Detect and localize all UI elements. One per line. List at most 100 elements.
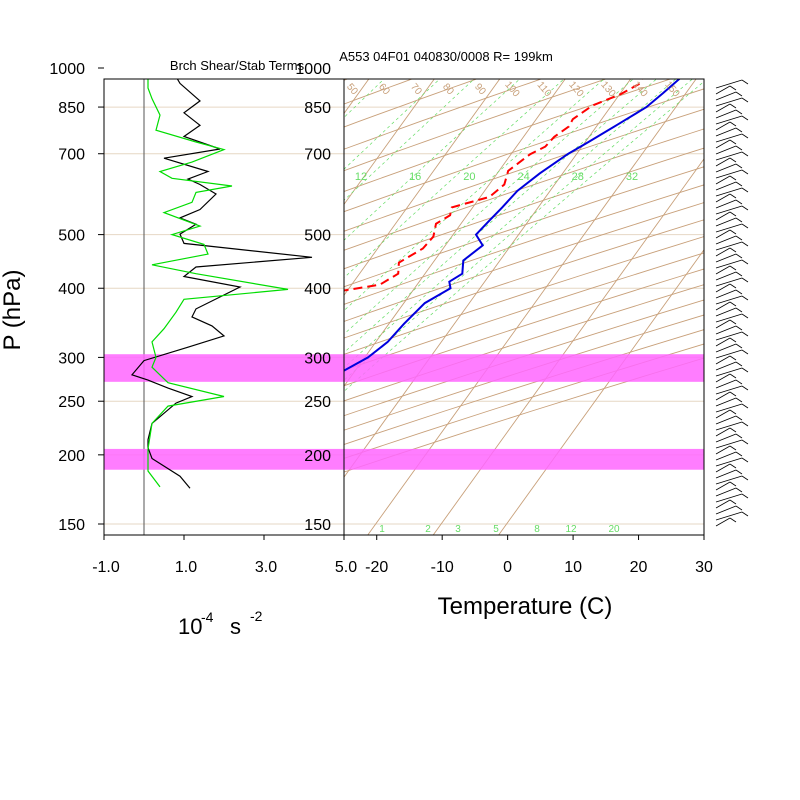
wind-barb xyxy=(715,301,731,311)
series-dewpoint-line xyxy=(344,79,644,292)
dry-adiabat-line xyxy=(344,343,704,459)
isotherm-line xyxy=(344,79,501,297)
left-y-tick-label: 500 xyxy=(58,228,85,245)
mixing-ratio-top-label: 16 xyxy=(409,171,421,183)
left-y-tick-label: 300 xyxy=(58,350,85,367)
wind-barb-flag xyxy=(741,205,749,211)
left-y-tick-label: 200 xyxy=(58,448,85,465)
isotherm-line xyxy=(344,79,566,387)
wind-barb xyxy=(715,319,731,329)
wind-barb-flag xyxy=(729,517,737,523)
wind-barb-flag xyxy=(735,199,743,205)
skewt-background-lines xyxy=(0,45,704,578)
wind-barb xyxy=(715,133,743,143)
mixing-ratio-bottom-label: 1 xyxy=(379,524,385,535)
wind-barb-flag xyxy=(735,109,743,115)
dry-adiabat-line xyxy=(344,79,414,105)
wind-barb xyxy=(715,223,743,233)
wind-barb xyxy=(715,295,743,305)
wind-barb-flag xyxy=(741,97,749,103)
wind-barb xyxy=(715,181,737,191)
right-highlight-bands xyxy=(344,354,704,470)
wind-barb-flag xyxy=(741,475,749,481)
wind-barb xyxy=(715,493,743,503)
y-axis-label: P (hPa) xyxy=(0,270,26,351)
wind-barb-flag xyxy=(729,265,737,271)
wind-barb xyxy=(715,433,737,443)
wind-barb xyxy=(715,307,737,317)
wind-barb xyxy=(715,451,737,461)
wind-barb-flag xyxy=(735,217,743,223)
wind-barb xyxy=(715,421,743,431)
wind-barb-flag xyxy=(735,343,743,349)
left-panel-title: Brch Shear/Stab Terms xyxy=(170,58,305,73)
left-x-tick-label: -1.0 xyxy=(92,559,120,576)
isotherm-line xyxy=(432,158,704,535)
wind-barb xyxy=(715,175,731,185)
mixing-ratio-top-label: 28 xyxy=(572,171,584,183)
wind-barb-flag xyxy=(735,361,743,367)
wind-barb xyxy=(715,385,743,395)
wind-barb xyxy=(715,115,743,125)
wind-barb xyxy=(715,409,731,419)
wind-barb-flag xyxy=(741,403,749,409)
wind-barb xyxy=(715,289,737,299)
wind-barb xyxy=(715,145,737,155)
mixing-ratio-line xyxy=(344,79,385,118)
wind-barb-flag xyxy=(741,151,749,157)
wind-barb xyxy=(715,325,737,335)
wind-barb xyxy=(715,247,731,257)
right-y-tick-label: 250 xyxy=(304,394,331,411)
right-y-tick-label: 300 xyxy=(304,350,331,367)
wind-barb xyxy=(715,469,737,479)
mixing-ratio-top-label: 32 xyxy=(626,171,638,183)
wind-barb-flag xyxy=(729,409,737,415)
wind-barb-flag xyxy=(741,133,749,139)
wind-barb xyxy=(715,241,743,251)
left-x-tick-labels: -1.0 1.0 3.0 5.0 xyxy=(92,535,357,576)
wind-barb-flag xyxy=(741,169,749,175)
wind-barb xyxy=(715,361,737,371)
wind-barb xyxy=(715,367,743,377)
chart-title: A553 04F01 040830/0008 R= 199km xyxy=(339,49,553,64)
wind-barb xyxy=(715,505,737,515)
wind-barb-flag xyxy=(741,313,749,319)
wind-barb-flag xyxy=(741,187,749,193)
wind-barb xyxy=(715,85,731,95)
right-panel-frame xyxy=(343,78,705,536)
wind-barb xyxy=(715,349,743,359)
wind-barb xyxy=(715,199,737,209)
dry-adiabat-line xyxy=(344,79,608,172)
wind-barb-flag xyxy=(729,229,737,235)
isotherm-line xyxy=(0,45,328,578)
dry-adiabat-label: 140 xyxy=(630,79,649,99)
dry-adiabat-line xyxy=(344,236,704,355)
wind-barb xyxy=(715,163,737,173)
mixing-ratio-line xyxy=(344,79,634,335)
wind-barb-flag xyxy=(741,259,749,265)
wind-barb-flag xyxy=(741,331,749,337)
wind-barb xyxy=(715,277,743,287)
mixing-ratio-bottom-label: 20 xyxy=(608,524,620,535)
wind-barb-flag xyxy=(735,505,743,511)
dry-adiabat-line xyxy=(344,79,543,150)
wind-barb-flag xyxy=(729,355,737,361)
wind-barb xyxy=(715,151,743,161)
wind-barb-flag xyxy=(735,163,743,169)
wind-barb-flag xyxy=(735,379,743,385)
dry-adiabat-line xyxy=(344,184,704,305)
wind-barb-flag xyxy=(741,367,749,373)
wind-barb xyxy=(715,487,737,497)
wind-barb-flag xyxy=(741,421,749,427)
dry-adiabat-line xyxy=(344,314,704,431)
wind-barb-flag xyxy=(735,469,743,475)
dry-adiabat-label: 120 xyxy=(566,79,585,99)
dry-adiabat-line xyxy=(344,79,672,192)
series-shear-line xyxy=(130,79,313,489)
wind-barb-flag xyxy=(729,445,737,451)
mixing-ratio-bottom-label: 8 xyxy=(534,524,540,535)
wind-barb-flag xyxy=(735,307,743,313)
wind-barb xyxy=(715,403,743,413)
wind-barb-flag xyxy=(741,223,749,229)
